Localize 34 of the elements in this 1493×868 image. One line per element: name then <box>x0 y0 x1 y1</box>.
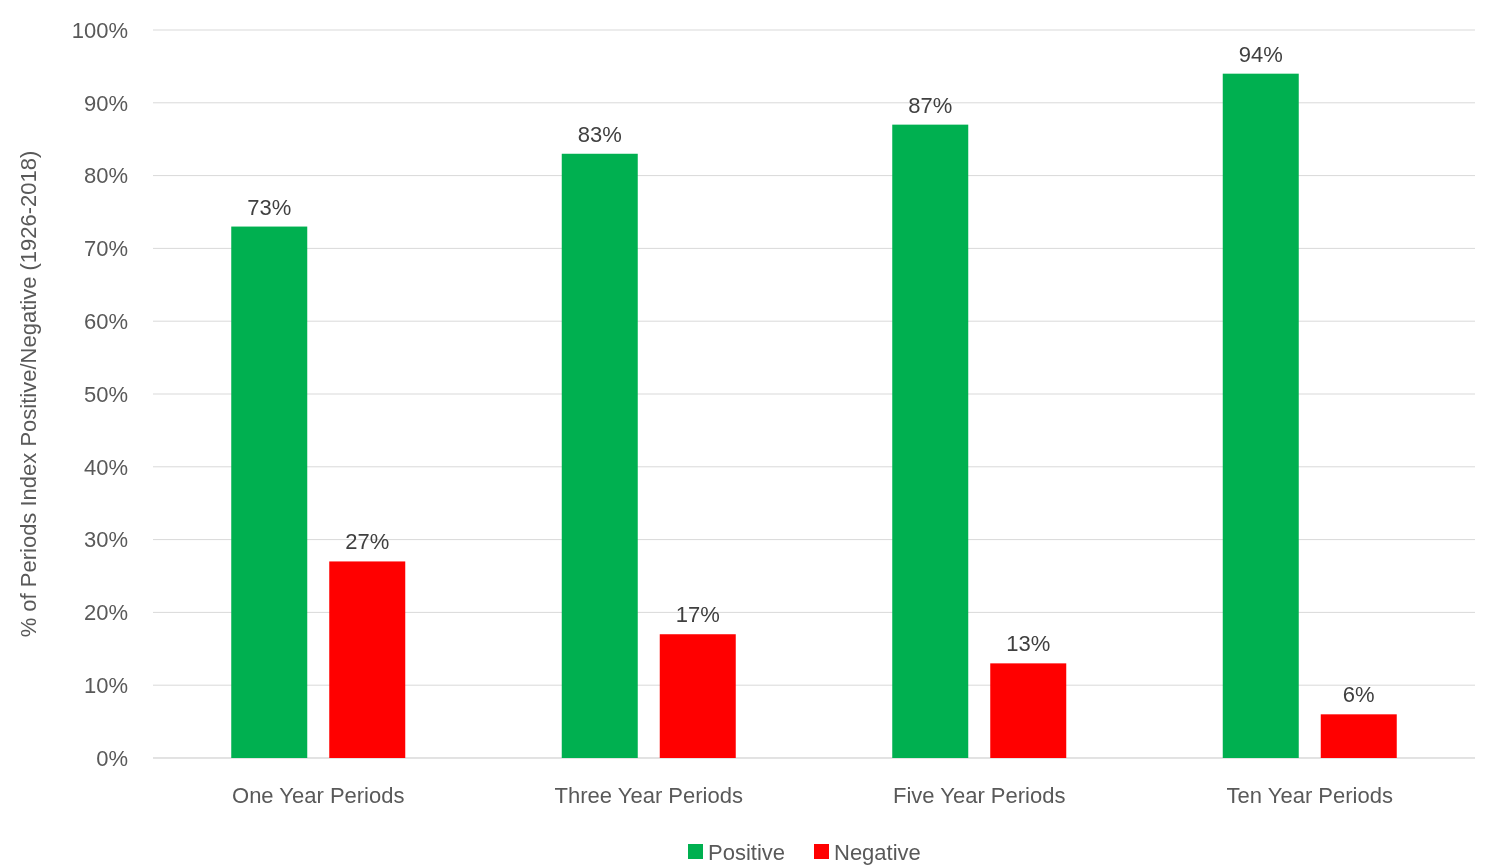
y-tick-label: 60% <box>83 308 128 334</box>
data-label: 13% <box>1006 631 1051 657</box>
bar <box>990 663 1067 758</box>
data-label: 94% <box>1238 41 1283 67</box>
y-tick-label: 20% <box>83 600 128 626</box>
bar <box>892 124 969 758</box>
data-label: 73% <box>247 194 292 220</box>
y-axis-title: % of Periods Index Positive/Negative (1926-2018) <box>16 150 41 638</box>
data-label: 17% <box>675 602 720 628</box>
legend-label: Negative <box>834 839 921 865</box>
bar <box>1320 714 1397 758</box>
data-label: 87% <box>908 92 953 118</box>
x-tick-label: Five Year Periods <box>893 783 1066 808</box>
y-tick-label: 100% <box>71 17 128 43</box>
x-tick-label: One Year Periods <box>232 783 405 808</box>
y-tick-label: 0% <box>96 745 128 771</box>
bar <box>231 226 308 758</box>
y-tick-label: 80% <box>83 163 128 189</box>
y-tick-label: 10% <box>83 672 128 698</box>
x-tick-label: Ten Year Periods <box>1226 783 1393 808</box>
y-tick-label: 50% <box>83 381 128 407</box>
data-label: 6% <box>1342 682 1375 708</box>
y-tick-label: 30% <box>83 527 128 553</box>
data-label: 83% <box>577 121 622 147</box>
y-tick-label: 70% <box>83 236 128 262</box>
data-label: 27% <box>345 529 390 555</box>
bar <box>561 153 638 758</box>
legend-label: Positive <box>708 839 786 865</box>
bar <box>329 561 406 758</box>
y-tick-label: 90% <box>83 90 128 116</box>
y-tick-label: 40% <box>83 454 128 480</box>
x-tick-label: Three Year Periods <box>554 783 743 808</box>
bar <box>659 634 736 758</box>
bar <box>1222 73 1299 758</box>
